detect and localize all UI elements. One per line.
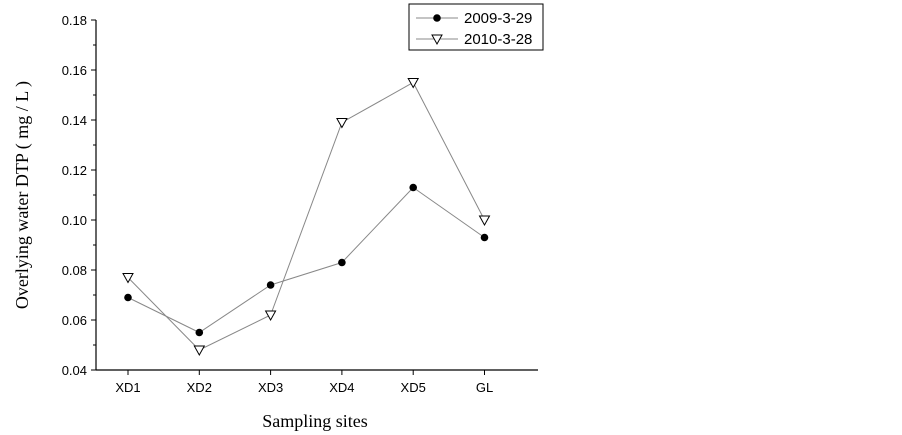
data-point-series-1 — [409, 183, 418, 192]
data-point-series-2 — [407, 78, 420, 89]
data-point-series-1 — [124, 293, 132, 302]
data-point-series-2 — [122, 273, 134, 284]
y-tick-label: 0.06 — [62, 313, 87, 328]
data-point-series-2 — [193, 345, 206, 357]
data-point-series-2 — [264, 310, 277, 322]
data-point-series-2 — [478, 215, 491, 227]
data-point-series-1 — [266, 281, 275, 289]
legend-label: 2010-3-28 — [464, 31, 532, 48]
data-point-series-1 — [338, 258, 346, 267]
legend-box — [408, 3, 544, 51]
y-tick-label: 0.14 — [62, 113, 87, 128]
data-point-series-2 — [336, 118, 348, 129]
series-lines — [127, 81, 485, 351]
legend-label: 2009-3-29 — [464, 10, 532, 27]
series-markers — [122, 78, 491, 357]
x-axis-ticks: XD1 XD2 XD3 XD4 XD5 GL — [115, 370, 493, 395]
x-tick-label: XD3 — [258, 380, 283, 395]
y-tick-label: 0.18 — [62, 13, 87, 28]
x-tick-label: XD4 — [329, 380, 354, 395]
data-point-series-1 — [195, 328, 204, 337]
series-line-1 — [127, 186, 485, 334]
series-line-2 — [127, 81, 485, 351]
y-tick-label: 0.08 — [62, 263, 87, 278]
y-axis-title: Overlying water DTP ( mg / L ) — [12, 81, 33, 309]
y-tick-label: 0.04 — [62, 363, 87, 378]
y-tick-label: 0.12 — [62, 163, 87, 178]
legend-marker — [431, 34, 443, 46]
legend-marker — [433, 14, 441, 22]
x-tick-label: XD2 — [187, 380, 212, 395]
x-tick-label: XD1 — [115, 380, 140, 395]
x-axis-title: Sampling sites — [262, 411, 368, 431]
x-tick-label: GL — [476, 380, 493, 395]
data-point-series-1 — [480, 233, 489, 242]
y-tick-label: 0.10 — [62, 213, 87, 228]
legend: 2009-3-29 2010-3-28 — [408, 3, 544, 51]
x-tick-label: XD5 — [401, 380, 426, 395]
y-tick-label: 0.16 — [62, 63, 87, 78]
y-axis-ticks: 0.04 0.06 0.08 0.10 0.12 0.14 0.16 0.18 — [62, 13, 96, 378]
